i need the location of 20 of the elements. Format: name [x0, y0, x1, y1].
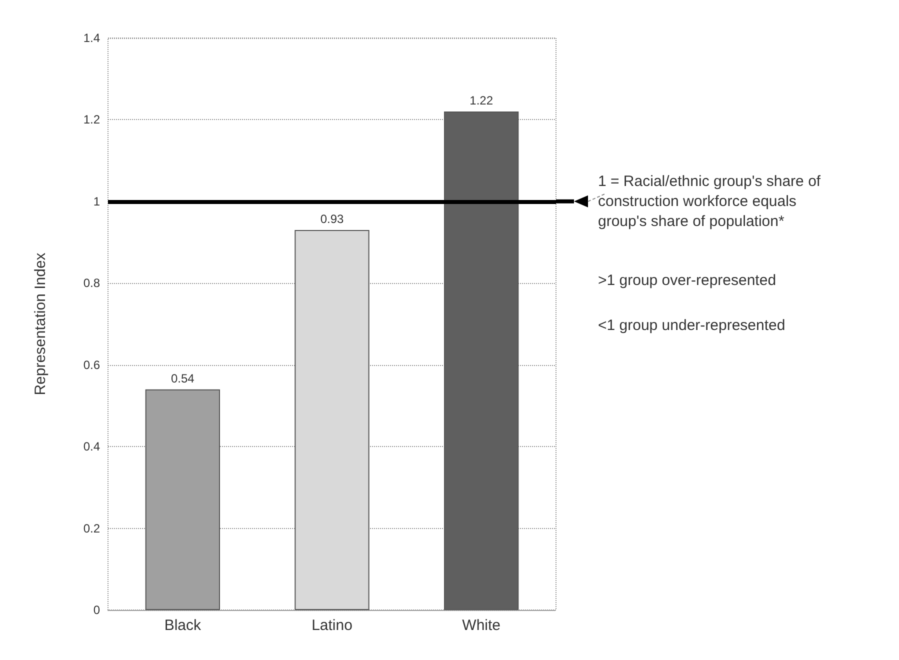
x-tick-label: Latino — [312, 617, 352, 634]
x-tick-label: Black — [164, 617, 202, 634]
y-tick-label: 0.2 — [83, 521, 100, 536]
data-label: 1.22 — [470, 94, 494, 108]
y-tick-label: 0.6 — [83, 358, 100, 372]
y-tick-label: 0 — [93, 603, 100, 617]
y-tick-label: 0.8 — [83, 276, 100, 290]
ref-line-label: 1 = Racial/ethnic group's share of construction workforce equals group's share of population* — [598, 172, 825, 230]
y-tick-label: 0.4 — [83, 440, 100, 454]
y-tick-label: 1 — [93, 194, 100, 208]
data-label: 0.54 — [170, 371, 195, 386]
text: >1 group over-represented — [598, 272, 776, 289]
bar — [444, 112, 519, 610]
y-tick-label: 1.2 — [83, 112, 100, 127]
y-axis-title: Representation Index — [32, 252, 49, 396]
bar — [294, 230, 370, 610]
y-tick-label: 1.4 — [83, 31, 100, 45]
data-label: 0.93 — [320, 212, 344, 226]
x-tick-label: White — [462, 617, 501, 634]
text: <1 group under-represented — [598, 317, 786, 334]
